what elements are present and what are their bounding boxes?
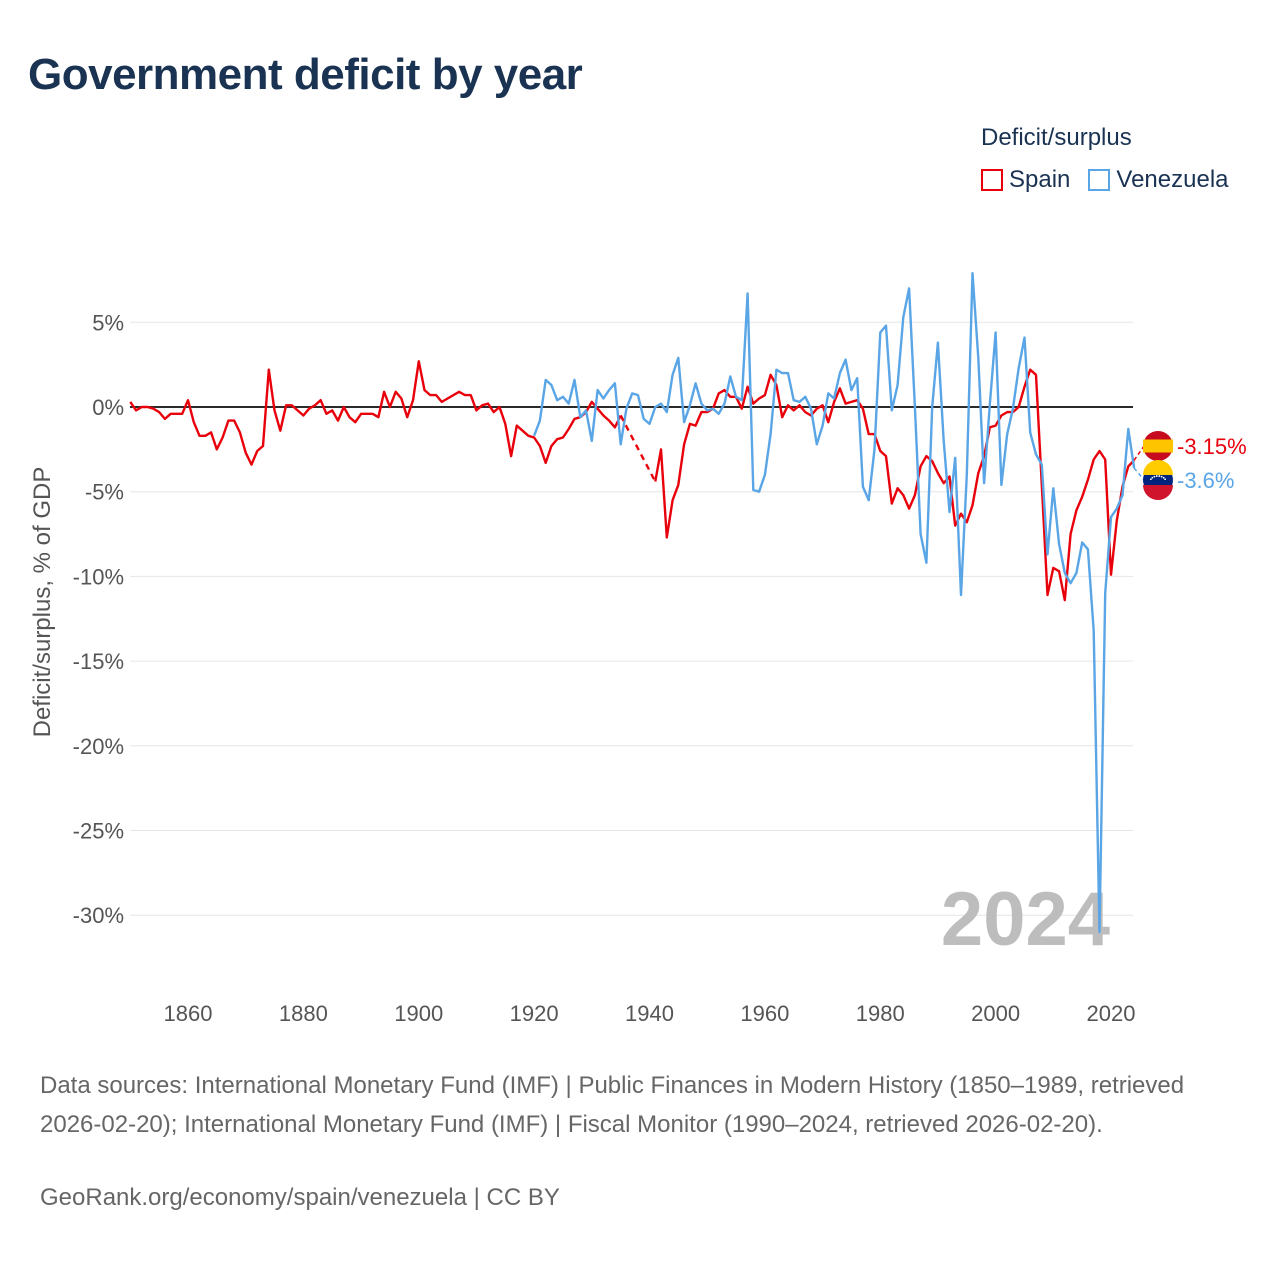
- legend-item-spain[interactable]: Spain: [981, 166, 1070, 194]
- legend-swatch-venezuela: [1088, 169, 1111, 191]
- gap-dashed-line: [619, 414, 657, 483]
- venezuela-flag-star: [1153, 475, 1156, 478]
- spain-flag-icon: [1143, 431, 1173, 461]
- legend-swatch-spain: [981, 169, 1003, 191]
- venezuela-flag-red: [1143, 485, 1173, 500]
- x-tick-label: 2000: [971, 1001, 1020, 1026]
- venezuela-flag-icon: [1143, 460, 1173, 500]
- venezuela-flag-star: [1158, 475, 1161, 477]
- year-watermark: 2024: [941, 877, 1110, 962]
- x-tick-label: 1860: [164, 1001, 213, 1026]
- spain-flag-yellow: [1143, 439, 1173, 453]
- venezuela-flag-star: [1149, 478, 1152, 481]
- end-labels: -3.15% -3.6%: [1133, 431, 1247, 500]
- y-tick-label: -10%: [73, 564, 124, 589]
- line-chart: 5% 0% -5% -10% -15% -20% -25% -30% 1860 1880 1900…: [29, 272, 1247, 1026]
- data-sources: Data sources: International Monetary Fun…: [40, 1072, 1185, 1138]
- venezuela-flag-star: [1155, 475, 1158, 477]
- x-tick-label: 1880: [279, 1001, 328, 1026]
- chart-title: Government deficit by year: [28, 50, 583, 99]
- y-tick-label: 5%: [92, 310, 124, 335]
- series-line-venezuela: [532, 272, 1136, 934]
- venezuela-flag-yellow: [1143, 460, 1173, 475]
- x-tick-label: 1920: [510, 1001, 559, 1026]
- y-axis-label: Deficit/surplus, % of GDP: [29, 467, 56, 738]
- venezuela-flag-star: [1160, 475, 1163, 478]
- y-tick-label: -5%: [85, 480, 124, 505]
- venezuela-flag-star: [1164, 478, 1167, 481]
- venezuela-end-label: -3.6%: [1177, 468, 1234, 493]
- y-tick-label: -30%: [73, 903, 124, 928]
- legend-title: Deficit/surplus: [981, 124, 1132, 151]
- spain-end-label: -3.15%: [1177, 434, 1247, 459]
- x-tick-label: 2020: [1087, 1001, 1136, 1026]
- series-line-spain: [129, 360, 622, 466]
- x-tick-label: 1960: [740, 1001, 789, 1026]
- y-axis-ticks: 5% 0% -5% -10% -15% -20% -25% -30%: [73, 310, 124, 928]
- y-tick-label: -15%: [73, 649, 124, 674]
- y-tick-label: -25%: [73, 819, 124, 844]
- y-tick-label: 0%: [92, 395, 124, 420]
- legend-item-venezuela[interactable]: Venezuela: [1088, 166, 1229, 194]
- y-tick-label: -20%: [73, 734, 124, 759]
- grid-lines: [130, 321, 1133, 916]
- spain-connector: [1133, 445, 1145, 461]
- x-tick-label: 1900: [394, 1001, 443, 1026]
- legend-label-venezuela: Venezuela: [1116, 166, 1229, 193]
- venezuela-connector: [1133, 467, 1145, 481]
- legend-label-spain: Spain: [1009, 166, 1071, 193]
- x-axis-ticks: 1860 1880 1900 1920 1940 1960 1980 2000 2020: [164, 1001, 1136, 1026]
- attribution-link[interactable]: GeoRank.org/economy/spain/venezuela | CC…: [40, 1184, 560, 1211]
- series-lines: [129, 272, 1136, 934]
- x-tick-label: 1980: [856, 1001, 905, 1026]
- venezuela-flag-star: [1162, 476, 1165, 479]
- x-tick-label: 1940: [625, 1001, 674, 1026]
- legend: Spain Venezuela: [981, 166, 1247, 194]
- venezuela-flag-star: [1151, 476, 1154, 479]
